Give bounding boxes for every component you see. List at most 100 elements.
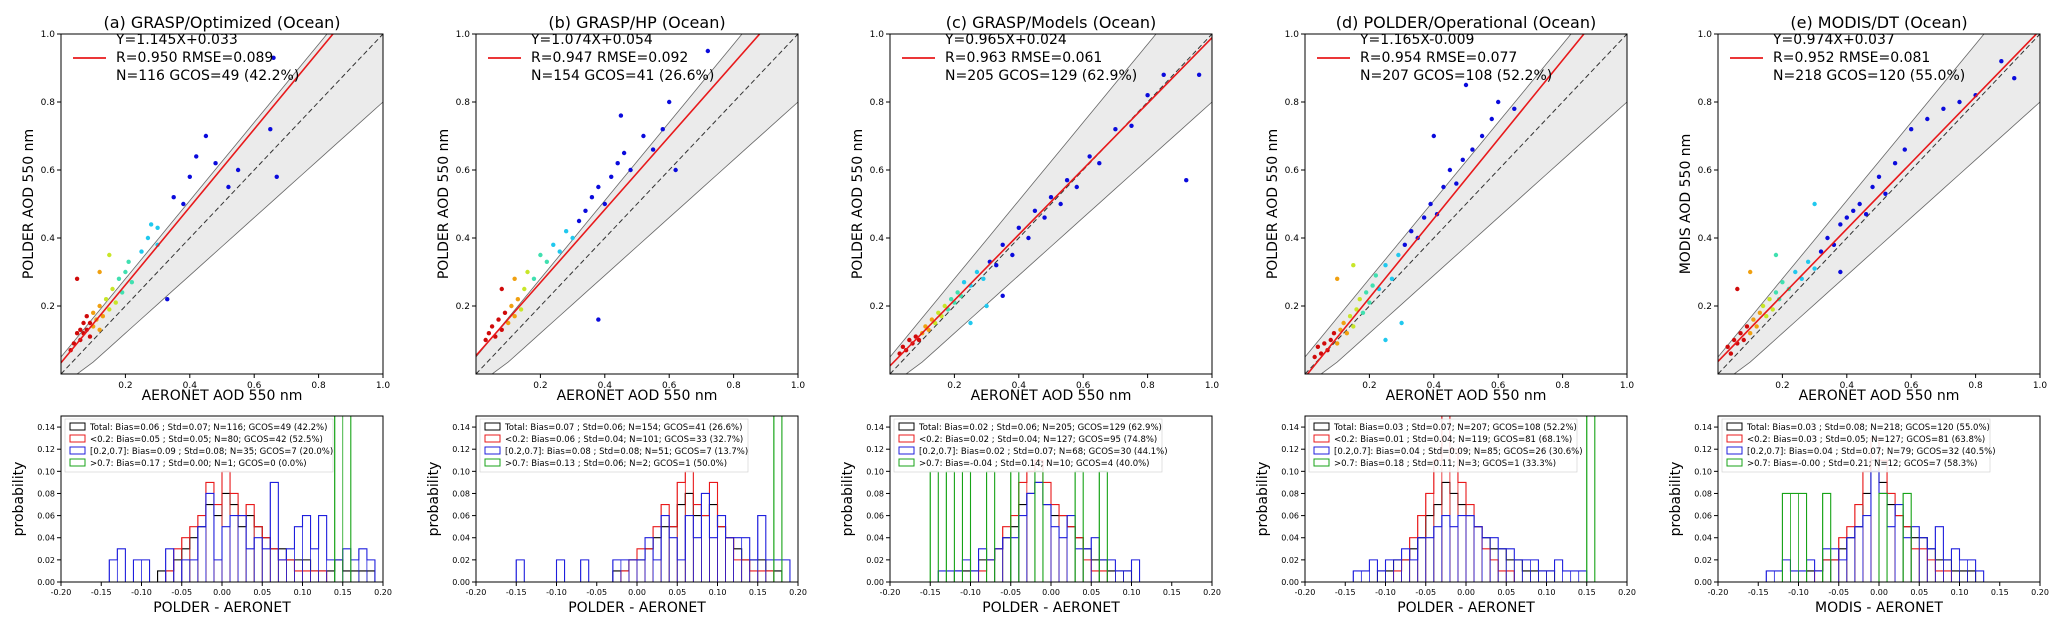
x-tick-label: 0.15: [749, 588, 767, 597]
scatter-point: [621, 150, 627, 156]
scatter-point: [107, 307, 112, 312]
x-axis-label: AERONET AOD 550 nm: [971, 388, 1132, 404]
y-tick-label: 0.6: [1698, 166, 1713, 176]
scatter-point: [1731, 337, 1737, 343]
legend-entry: Total: Bias=0.07 ; Std=0.06; N=154; GCOS…: [504, 423, 742, 433]
x-tick-label: 0.00: [1457, 588, 1475, 597]
chart-title: (d) POLDER/Operational (Ocean): [1336, 13, 1596, 32]
scatter-point: [1770, 307, 1775, 312]
x-tick-label: 1.0: [1205, 381, 1220, 391]
legend-stat-text: Y=0.965X+0.024: [944, 32, 1067, 48]
y-tick-label: 0.8: [41, 98, 56, 108]
legend-entry: <0.2: Bias=0.06 ; Std=0.04; N=101; GCOS=…: [505, 435, 743, 445]
scatter-point: [512, 276, 517, 281]
scatter-point: [1363, 290, 1369, 295]
scatter-point: [1335, 341, 1340, 346]
legend-entry: [0.2,0.7]: Bias=0.09 ; Std=0.08; N=35; G…: [90, 447, 333, 457]
y-tick-label: 0.14: [37, 423, 55, 432]
scatter-panel: 0.2 0.2 0.4 0.4 0.6 0.6 0.8 0.8 1.0 1.0 (b) GRASP/…: [436, 13, 805, 404]
scatter-point: [628, 167, 633, 173]
scatter-point: [145, 235, 151, 241]
scatter-point: [496, 317, 501, 322]
scatter-point: [968, 320, 973, 326]
scatter-point: [1383, 263, 1388, 268]
scatter-point: [1773, 290, 1779, 295]
scatter-point: [1757, 310, 1763, 315]
scatter-point: [1941, 106, 1946, 112]
y-axis-label: probability: [1668, 462, 1684, 537]
y-tick-label: 0.08: [452, 489, 470, 498]
scatter-point: [274, 174, 279, 179]
y-tick-label: 0.8: [1285, 98, 1300, 108]
scatter-point: [1347, 314, 1353, 319]
scatter-point: [1113, 127, 1118, 132]
one-to-one-line: [890, 34, 1212, 374]
envelope-lower-line: [476, 101, 798, 374]
scatter-point: [103, 297, 109, 302]
scatter-point: [97, 303, 102, 309]
scatter-point: [509, 303, 514, 309]
y-tick-label: 0.02: [37, 556, 55, 565]
scatter-point: [87, 320, 93, 326]
scatter-point: [78, 327, 83, 332]
scatter-point: [984, 303, 989, 309]
scatter-point: [1876, 174, 1882, 179]
y-tick-label: 0.4: [870, 234, 885, 244]
x-tick-label: -0.20: [1295, 588, 1316, 597]
scatter-point: [1312, 354, 1317, 360]
scatter-point: [1335, 276, 1340, 281]
x-tick-label: 0.20: [374, 588, 392, 597]
x-tick-label: 1.0: [1620, 381, 1635, 391]
x-tick-label: 0.00: [1870, 588, 1888, 597]
x-tick-label: -0.10: [131, 588, 152, 597]
y-tick-label: 0.2: [1698, 302, 1712, 312]
scatter-point: [1341, 320, 1346, 326]
scatter-point: [1421, 215, 1427, 220]
plot-area: [890, 34, 1212, 374]
x-tick-label: 0.6: [1904, 381, 1919, 391]
y-axis-label: POLDER AOD 550 nm: [21, 129, 37, 279]
y-tick-label: 0.04: [37, 534, 55, 543]
scatter-point: [71, 341, 77, 346]
x-tick-label: -0.05: [171, 588, 192, 597]
x-tick-label: 0.00: [628, 588, 646, 597]
x-axis-label: MODIS - AERONET: [1815, 600, 1943, 616]
chart-title: (b) GRASP/HP (Ocean): [548, 13, 725, 32]
x-tick-label: 0.4: [1012, 381, 1027, 391]
one-to-one-line: [1305, 34, 1627, 374]
scatter-point: [1389, 276, 1395, 281]
legend-stat-text: Y=0.974X+0.037: [1772, 32, 1895, 48]
scatter-point: [1512, 106, 1517, 112]
x-tick-label: 0.15: [334, 588, 352, 597]
x-tick-label: -0.20: [1708, 588, 1729, 597]
legend-entry: Total: Bias=0.03 ; Std=0.08; N=218; GCOS…: [1746, 423, 1990, 433]
legend-entry: [0.2,0.7]: Bias=0.04 ; Std=0.07; N=79; G…: [1747, 447, 1996, 457]
scatter-point: [486, 331, 492, 336]
legend-entry: [0.2,0.7]: Bias=0.02 ; Std=0.07; N=68; G…: [919, 447, 1168, 457]
x-tick-label: 0.8: [1555, 381, 1570, 391]
x-tick-label: 0.6: [662, 381, 677, 391]
scatter-point: [589, 195, 595, 200]
legend: Total: Bias=0.03 ; Std=0.08; N=218; GCOS…: [1721, 418, 1996, 473]
scatter-point: [1812, 266, 1817, 271]
scatter-point: [97, 269, 102, 275]
legend-entry: [0.2,0.7]: Bias=0.04 ; Std=0.09; N=85; G…: [1334, 447, 1583, 457]
scatter-point: [1851, 208, 1856, 213]
y-axis-label: probability: [11, 462, 27, 537]
scatter-point: [1805, 259, 1811, 264]
y-tick-label: 0.2: [1285, 302, 1299, 312]
plot-area: [61, 34, 383, 374]
x-axis-label: POLDER - AERONET: [1397, 600, 1535, 616]
scatter-point: [1883, 191, 1888, 196]
y-tick-label: 0.06: [866, 512, 884, 521]
scatter-point: [1032, 208, 1038, 213]
scatter-point: [1460, 157, 1465, 162]
scatter-point: [1058, 201, 1063, 207]
legend-swatch: [1726, 434, 1743, 443]
scatter-point: [525, 269, 530, 275]
scatter-point: [87, 334, 93, 339]
y-axis-label: POLDER AOD 550 nm: [436, 129, 452, 279]
scatter-point: [948, 297, 954, 302]
scatter-point: [1489, 116, 1494, 122]
y-axis-label: POLDER AOD 550 nm: [850, 129, 866, 279]
